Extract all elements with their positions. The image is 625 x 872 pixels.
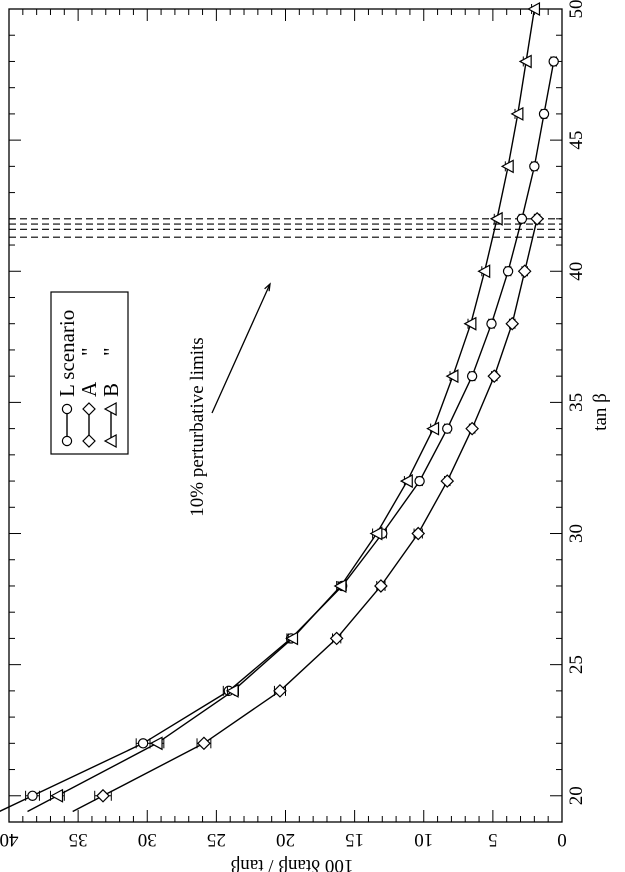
data-point [329,631,344,646]
legend-ditto: " [77,347,101,356]
x-axis-label: tan β [590,393,611,431]
data-point [538,108,550,120]
legend-marker [103,401,117,417]
data-point [466,370,478,382]
data-point [502,266,514,277]
x-tick-label: 30 [566,524,587,543]
data-point [285,631,299,646]
data-point [530,211,544,226]
data-point [440,474,455,488]
legend-marker [82,402,96,416]
data-point [486,318,497,329]
data-point [414,475,425,487]
data-point [516,213,528,225]
legend-entry: L scenario [55,310,79,447]
data-point [333,578,347,593]
data-point [50,788,64,803]
series-line [0,61,555,812]
legend-marker [103,433,117,449]
legend-label: A [77,381,101,397]
data-point [465,421,479,436]
y-tick-label: 5 [488,829,498,850]
legend-entry: A" [77,347,101,448]
x-tick-label: 20 [566,786,587,805]
series-diamond [72,211,544,813]
x-tick-label: 45 [566,131,587,150]
y-tick-label: 35 [69,829,88,850]
data-point [137,738,149,749]
data-point [487,369,502,384]
y-tick-label: 40 [0,829,19,850]
data-point [510,106,524,121]
y-tick-label: 15 [345,829,364,850]
data-point [197,736,211,751]
y-axis-label: 100 δtanβ / tanβ [231,855,354,872]
legend-marker [82,434,96,448]
legend-ditto: " [99,347,123,356]
data-point [426,421,440,436]
y-tick-label: 20 [276,829,295,850]
data-point [517,264,532,279]
legend-marker [61,403,73,415]
annotation: 10% perturbative limits [187,282,271,517]
data-point [369,526,383,541]
data-series [0,1,559,813]
data-point [374,579,388,593]
y-tick-label: 0 [557,829,567,850]
series-triangle [27,1,541,813]
data-point [273,684,287,698]
data-point [149,736,163,751]
data-point [477,264,491,279]
data-point [399,474,413,489]
legend-entry: B" [99,347,123,449]
x-tick-label: 25 [566,655,587,674]
x-tick-label: 50 [566,0,587,19]
data-point [225,683,239,698]
data-point [527,1,541,17]
annotation-arrow [211,283,271,414]
y-tick-label: 30 [138,829,157,850]
x-tick-label: 35 [566,393,587,412]
data-point [411,526,426,541]
data-point [529,161,540,172]
data-point [548,56,559,67]
data-point [518,54,532,69]
annotation-label: 10% perturbative limits [187,337,208,516]
data-point [442,423,453,434]
series-line [72,218,538,813]
data-point [489,211,503,226]
data-point [96,788,110,803]
annotation-arrowhead [264,282,271,292]
legend-label: L scenario [55,310,79,397]
y-tick-label: 25 [207,829,226,850]
data-point [27,790,38,801]
x-tick-label: 40 [566,262,587,281]
y-tick-label: 10 [414,829,433,850]
data-point [505,316,520,331]
legend-label: B [99,383,123,397]
data-point [500,159,514,174]
perturbative-limit-lines [9,218,562,238]
axis-ticks: 20 25 30 35 40 45 50 0 5 10 15 20 25 30 35 40 [0,0,587,850]
legend-marker [61,435,73,447]
data-point [463,316,477,331]
data-point [445,369,459,384]
